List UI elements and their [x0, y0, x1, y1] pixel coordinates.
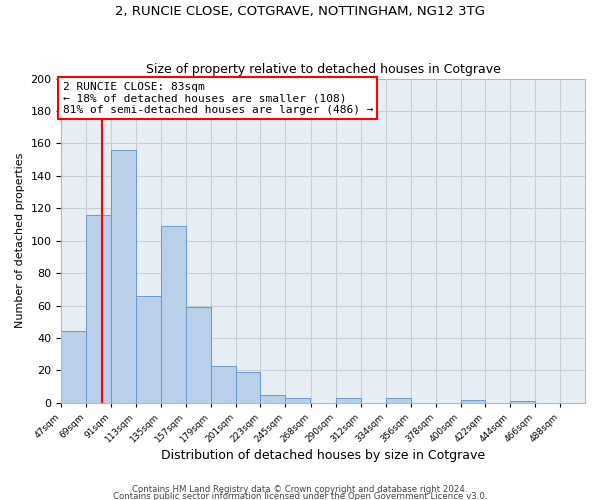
Bar: [260, 394, 286, 403]
Bar: [386, 398, 411, 403]
Title: Size of property relative to detached houses in Cotgrave: Size of property relative to detached ho…: [146, 63, 500, 76]
Bar: [211, 366, 236, 403]
Bar: [186, 307, 211, 403]
Bar: [136, 296, 161, 403]
Bar: [461, 400, 485, 403]
Bar: [61, 332, 86, 403]
Bar: [161, 226, 186, 403]
Bar: [336, 398, 361, 403]
Text: 2 RUNCIE CLOSE: 83sqm
← 18% of detached houses are smaller (108)
81% of semi-det: 2 RUNCIE CLOSE: 83sqm ← 18% of detached …: [62, 82, 373, 115]
X-axis label: Distribution of detached houses by size in Cotgrave: Distribution of detached houses by size …: [161, 450, 485, 462]
Text: Contains public sector information licensed under the Open Government Licence v3: Contains public sector information licen…: [113, 492, 487, 500]
Y-axis label: Number of detached properties: Number of detached properties: [15, 153, 25, 328]
Bar: [111, 150, 136, 403]
Bar: [236, 372, 260, 403]
Bar: [286, 398, 310, 403]
Text: Contains HM Land Registry data © Crown copyright and database right 2024.: Contains HM Land Registry data © Crown c…: [132, 486, 468, 494]
Bar: [511, 401, 535, 403]
Text: 2, RUNCIE CLOSE, COTGRAVE, NOTTINGHAM, NG12 3TG: 2, RUNCIE CLOSE, COTGRAVE, NOTTINGHAM, N…: [115, 5, 485, 18]
Bar: [86, 215, 111, 403]
